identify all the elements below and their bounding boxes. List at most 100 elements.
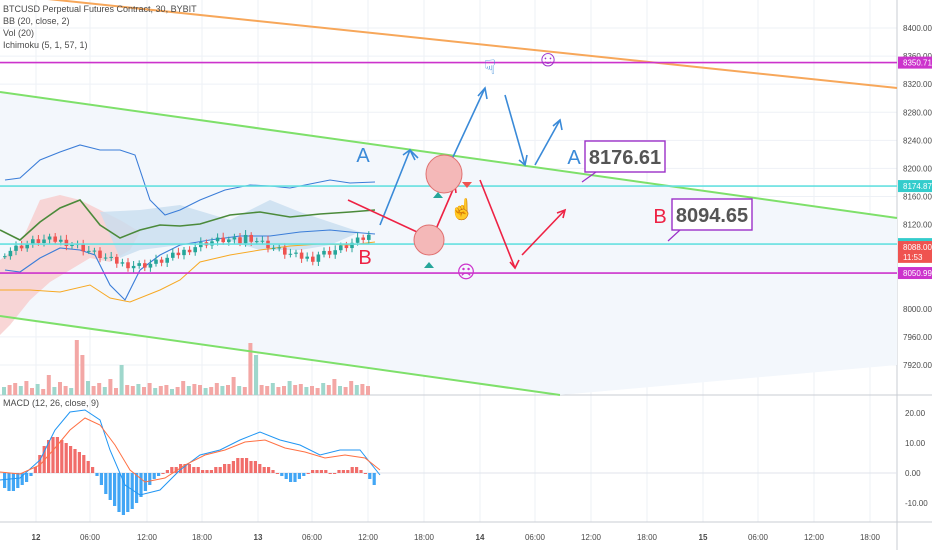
annotations: ☺ ☹ ☟ ☝ A B A B 8176.61 8094.65	[347, 46, 753, 282]
candle-body	[131, 265, 136, 269]
label-b1: B	[358, 247, 371, 269]
macd-bar	[148, 473, 152, 485]
bb-upper	[4, 144, 376, 216]
candle-body	[25, 243, 29, 249]
macd-bar	[267, 467, 271, 473]
candle-body	[283, 247, 287, 255]
volume-bar	[237, 386, 242, 395]
macd-bar	[91, 467, 95, 473]
macd-tick-label: 0.00	[905, 469, 921, 478]
macd-bar	[77, 452, 81, 473]
macd-bar	[170, 467, 174, 473]
candle-body	[59, 239, 63, 242]
macd-bar	[152, 473, 156, 479]
candle-body	[260, 240, 265, 242]
macd-tick-label: -10.00	[905, 499, 928, 508]
volume-bar	[276, 387, 281, 395]
indicator-ichimoku: Ichimoku (5, 1, 57, 1)	[3, 40, 88, 50]
volume-bar	[74, 340, 79, 395]
candle-body	[143, 263, 147, 268]
candle-body	[333, 250, 337, 255]
resistance-line	[47, 0, 898, 89]
volume-bar	[248, 343, 253, 395]
candle-body	[227, 239, 231, 243]
volume-bar	[108, 379, 113, 395]
macd-bar	[240, 458, 244, 473]
volume-bar	[192, 384, 197, 395]
macd-bar	[258, 464, 262, 473]
volume-bar	[147, 383, 152, 395]
macd-bar	[47, 440, 51, 473]
candle-body	[120, 262, 125, 264]
macd-bar	[95, 473, 99, 476]
candle-body	[350, 242, 354, 249]
candle-body	[154, 259, 158, 264]
volume-bar	[310, 386, 314, 395]
candle-body	[64, 239, 69, 246]
volume-bar	[360, 384, 365, 395]
macd-bar	[245, 458, 249, 473]
volume-bar	[24, 381, 29, 395]
candle-body	[148, 263, 153, 268]
time-tick-label: 12:00	[137, 533, 158, 542]
label-b2: B	[653, 206, 666, 228]
macd-bar	[16, 473, 20, 488]
macd-bar	[280, 473, 284, 476]
macd-bar	[275, 473, 279, 474]
projection-a-head	[402, 148, 416, 161]
macd-tick-label: 20.00	[905, 409, 926, 418]
smiley-icon: ☺	[537, 46, 559, 71]
macd-bar	[117, 473, 121, 512]
up-marker	[424, 262, 434, 268]
volume-bar	[130, 386, 135, 395]
macd-bar	[20, 473, 24, 485]
volume-bar	[242, 387, 247, 395]
candle-body	[187, 249, 192, 253]
volume-bar	[304, 387, 309, 395]
macd-bar	[55, 437, 59, 473]
price-label-text: 11:53	[903, 253, 923, 262]
volume-bar	[142, 387, 146, 395]
macd-bar	[11, 473, 15, 491]
volume-bar	[164, 385, 169, 395]
macd-bar	[355, 467, 359, 473]
macd-bar	[165, 470, 169, 473]
projection-b-up2	[521, 209, 566, 256]
macd-bar	[187, 464, 191, 473]
volume-bar	[7, 385, 12, 395]
volume-bar	[52, 387, 57, 395]
label-a2: A	[567, 147, 581, 169]
price-label-box	[898, 267, 932, 280]
candles	[3, 230, 371, 273]
volume-bar	[170, 389, 174, 395]
volume-bar	[231, 377, 236, 395]
volume-bar	[254, 355, 258, 395]
volume-bar	[97, 383, 102, 395]
volume-bar	[30, 388, 34, 395]
macd-bar	[3, 473, 7, 488]
volume-bar	[214, 383, 219, 395]
macd-bar	[306, 473, 310, 474]
price-tick-label: 8240.00	[903, 136, 932, 145]
candle-body	[305, 256, 309, 259]
macd-bar	[108, 473, 112, 500]
time-tick-label: 06:00	[80, 533, 101, 542]
volume-bar	[136, 384, 141, 395]
macd-bar	[223, 464, 227, 473]
volume-bar	[226, 385, 230, 395]
macd-bar	[350, 467, 354, 473]
volume-bars	[2, 340, 370, 395]
price-label-text: 8050.99	[903, 269, 932, 278]
candle-body	[3, 256, 7, 258]
time-tick-label: 15	[699, 533, 708, 542]
macd-bar	[341, 470, 345, 473]
candle-body	[193, 247, 197, 253]
down-marker	[462, 182, 472, 188]
volume-bar	[91, 386, 96, 395]
candle-body	[47, 236, 52, 240]
macd-bar	[302, 473, 306, 476]
macd-bar	[60, 440, 64, 473]
volume-bar	[203, 388, 208, 395]
macd-bar	[38, 455, 42, 473]
label-a1: A	[356, 145, 370, 167]
